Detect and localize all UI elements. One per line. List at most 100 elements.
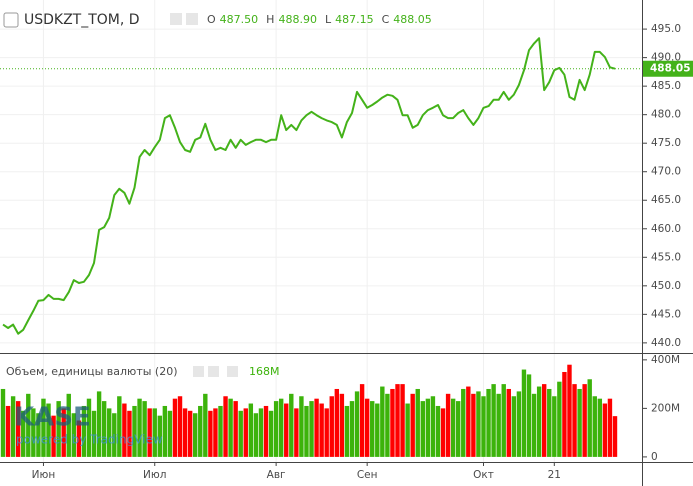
volume-bar [364,398,370,457]
volume-bar [375,403,380,457]
y-tick-label: 480.0 [651,109,681,121]
volume-bar [476,391,481,457]
volume-bar [385,393,390,457]
volume-bar [370,401,375,457]
y-tick-label: 475.0 [651,137,681,149]
volume-bar [253,413,259,457]
volume-bar [112,413,117,457]
x-tick-label: Окт [473,469,494,481]
volume-bar [324,408,329,457]
volume-bar [299,396,304,457]
grid [0,0,642,462]
volume-bar [440,408,446,457]
y-tick-label: 400M [651,354,680,366]
volume-bar [46,403,51,457]
volume-bar [612,416,618,457]
y-tick-label: 490.0 [651,52,681,64]
volume-bar [157,415,162,457]
volume-bar [233,401,238,457]
volume-bar [132,405,137,457]
settings-icon[interactable] [208,366,219,377]
volume-bar [541,384,547,457]
volume-bar [137,398,142,457]
volume-bar [516,391,522,457]
volume-bar [258,408,264,457]
volume-bar [390,388,395,457]
y-tick-label: 440.0 [651,337,681,349]
volume-bar [380,386,385,457]
volume-bar [56,401,61,457]
eye-icon[interactable] [170,13,182,25]
volume-bar [511,396,517,457]
symbol-title: USDKZT_TOM, D [24,12,140,28]
y-tick-label: 455.0 [651,251,681,263]
volume-bar [268,410,274,457]
volume-bar [491,384,496,457]
volume-bar [309,401,314,457]
volume-bar [501,384,506,457]
volume-bar [107,408,112,457]
x-tick-label: 21 [548,469,561,481]
volume-bar [238,410,243,457]
volume-bar [167,410,173,457]
ohlc-value: 488.05 [393,13,432,26]
volume-bar [552,396,557,457]
volume-bar [192,413,198,457]
last-price-label: 488.05 [650,63,691,75]
y-tick-label: 450.0 [651,280,681,292]
volume-bar [76,420,82,457]
volume-bar [582,384,587,457]
volume-bar [10,396,16,457]
volume-bar [66,393,71,457]
ohlc-key: L [325,13,332,26]
last-price-box [643,60,693,77]
volume-bar [450,398,456,457]
volume-bar [203,393,208,457]
volume-bar [536,386,542,457]
volume-bar [304,405,309,457]
y-tick-label: 470.0 [651,166,681,178]
volume-bar [278,398,284,457]
volume-bar [172,398,178,457]
volume-bar [344,405,350,457]
volume-bar [577,388,582,457]
volume-bar [96,391,102,457]
price-line [2,37,616,335]
collapse-icon[interactable] [3,12,19,28]
price-pane [0,37,642,335]
volume-bar [314,398,319,457]
volume-bar [218,405,223,457]
axes: 440.0 445.0 450.0 455.0 460.0 465.0 470.0 475.0… [32,23,693,481]
volume-bar [531,393,537,457]
volume-bar [597,398,603,457]
volume-bar [182,408,188,457]
y-tick-label: 460.0 [651,223,681,235]
volume-bar [187,410,193,457]
volume-bar [456,401,461,457]
volume-bar [61,408,66,457]
close-icon[interactable] [227,366,238,377]
volume-bar [562,371,567,457]
volume-bar [273,401,279,457]
volume-bar [101,401,107,457]
ohlc-key: H [266,13,274,26]
volume-bar [198,405,203,457]
y-tick-label: 485.0 [651,80,681,92]
eye-icon[interactable] [193,366,204,377]
x-tick-label: Июл [143,469,166,481]
volume-bar [213,408,218,457]
y-tick-label: 200M [651,402,680,414]
volume-bar [248,403,254,457]
ohlc-legend: O 487.50 H 488.90 L 487.15 C 488.05 [207,13,432,26]
volume-bar [486,388,491,457]
volume-bar [567,364,572,457]
volume-bar [51,415,56,457]
volume-bar [339,393,345,457]
settings-icon[interactable] [186,13,198,25]
volume-bar [41,398,46,457]
ohlc-value: 488.90 [278,13,317,26]
volume-bar [349,401,355,457]
volume-bar [521,369,527,457]
ohlc-key: C [382,13,390,26]
